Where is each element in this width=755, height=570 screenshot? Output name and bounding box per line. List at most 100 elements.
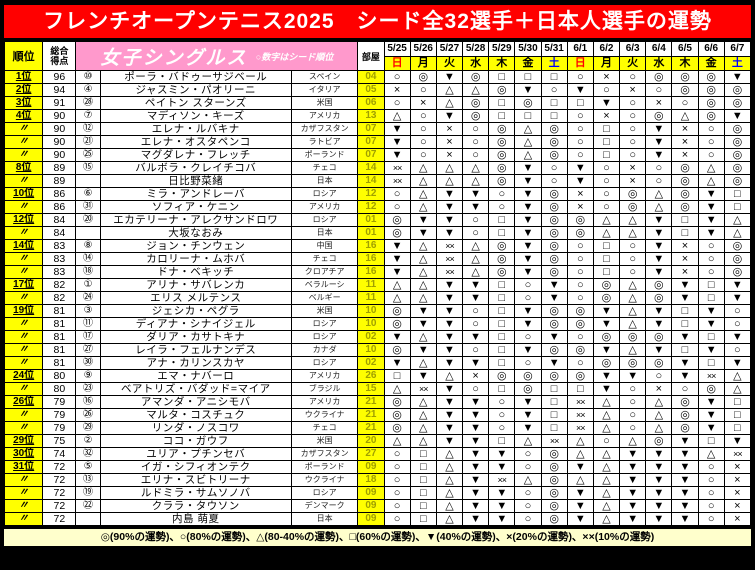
fortune-cell: △ [462, 174, 490, 188]
fortune-cell: ○ [514, 330, 542, 344]
country-cell: ロシア [290, 213, 359, 227]
fortune-cell: ▼ [619, 460, 647, 474]
fortune-cell: ○ [671, 382, 699, 396]
seed-number-cell: ㉘ [75, 96, 101, 110]
seed-number-cell: ⑪ [75, 317, 101, 331]
fortune-cell: × [671, 265, 699, 279]
fortune-cell: ◎ [540, 343, 568, 357]
seed-number-cell: ㉚ [75, 356, 101, 370]
fortune-cell: ○ [697, 512, 725, 526]
fortune-cell: ◎ [540, 369, 568, 383]
fortune-cell: ▼ [514, 317, 542, 331]
player-name: ポーラ・バドゥーサジベール [99, 70, 292, 84]
country-cell: イタリア [290, 83, 359, 97]
fortune-cell: ▼ [619, 369, 647, 383]
fortune-cell: ◎ [488, 83, 516, 97]
fortune-cell: ○ [566, 239, 594, 253]
rank-cell: 4位 [3, 109, 44, 123]
player-name: マルタ・コスチュク [99, 408, 292, 422]
fortune-cell: ○ [697, 265, 725, 279]
fortune-cell: ▼ [435, 200, 464, 214]
fortune-cell: △ [645, 187, 673, 201]
fortune-cell: ◎ [383, 304, 411, 318]
fortune-cell: △ [619, 304, 647, 318]
fortune-cell: △ [723, 213, 752, 227]
fortune-cell: × [671, 252, 699, 266]
fortune-cell: □ [488, 70, 516, 84]
fortune-cell: □ [409, 486, 437, 500]
fortune-cell: ◎ [540, 486, 568, 500]
day-header: 水 [462, 56, 490, 71]
fortune-cell: ○ [462, 382, 490, 396]
fortune-cell: ▼ [645, 252, 673, 266]
fortune-cell: □ [723, 187, 752, 201]
score-cell: 79 [42, 395, 77, 409]
room-number-cell: 09 [357, 486, 385, 500]
rank-cell: 〃 [3, 174, 44, 188]
fortune-cell: ○ [462, 213, 490, 227]
score-cell: 90 [42, 122, 77, 136]
fortune-cell: ▼ [697, 304, 725, 318]
fortune-cell: ▼ [540, 330, 568, 344]
rank-cell: 〃 [3, 226, 44, 240]
fortune-cell: ○ [697, 239, 725, 253]
room-number-cell: 09 [357, 460, 385, 474]
rank-cell: 〃 [3, 356, 44, 370]
fortune-cell: ○ [592, 83, 621, 97]
fortune-cell: □ [540, 408, 568, 422]
room-number-cell: 16 [357, 252, 385, 266]
fortune-cell: ×× [566, 408, 594, 422]
score-cell: 86 [42, 200, 77, 214]
fortune-cell: △ [435, 473, 464, 487]
country-cell: ウクライナ [290, 408, 359, 422]
fortune-cell: ▼ [488, 499, 516, 513]
legend-footer: ◎(90%の運勢)、○(80%の運勢)、△(80-40%の運勢)、□(60%の運… [4, 529, 751, 546]
fortune-cell: ○ [566, 330, 594, 344]
fortune-cell: △ [435, 83, 464, 97]
country-cell: クロアチア [290, 265, 359, 279]
rank-cell: 10位 [3, 187, 44, 201]
fortune-cell: △ [592, 408, 621, 422]
fortune-cell: △ [697, 161, 725, 175]
fortune-cell: ▼ [671, 278, 699, 292]
fortune-cell: ○ [619, 395, 647, 409]
day-header: 月 [592, 56, 621, 71]
country-cell: ロシア [290, 317, 359, 331]
room-number-cell: 09 [357, 512, 385, 526]
fortune-cell: ◎ [723, 148, 752, 162]
fortune-cell: ◎ [409, 70, 437, 84]
score-cell: 72 [42, 486, 77, 500]
fortune-cell: △ [619, 213, 647, 227]
fortune-cell: ◎ [488, 239, 516, 253]
fortune-cell: ▼ [383, 135, 411, 149]
rank-cell: 〃 [3, 200, 44, 214]
fortune-cell: ▼ [697, 317, 725, 331]
fortune-cell: △ [409, 239, 437, 253]
fortune-cell: ○ [540, 174, 568, 188]
fortune-cell: ▼ [697, 408, 725, 422]
fortune-cell: ▼ [671, 356, 699, 370]
fortune-cell: ◎ [645, 356, 673, 370]
fortune-cell: □ [383, 369, 411, 383]
fortune-cell: △ [619, 434, 647, 448]
fortune-cell: ▼ [697, 226, 725, 240]
room-number-cell: 15 [357, 382, 385, 396]
score-cell: 89 [42, 161, 77, 175]
day-header: 木 [488, 56, 516, 71]
seed-number-cell: ㉗ [75, 343, 101, 357]
fortune-cell: ◎ [619, 200, 647, 214]
fortune-cell: ▼ [383, 239, 411, 253]
fortune-cell: ○ [697, 135, 725, 149]
seed-number-cell: ㉕ [75, 148, 101, 162]
player-name: ココ・ガウフ [99, 434, 292, 448]
score-cell: 72 [42, 460, 77, 474]
score-cell: 90 [42, 135, 77, 149]
fortune-cell: ◎ [723, 265, 752, 279]
country-cell: チェコ [290, 252, 359, 266]
player-name: カロリーナ・ムホバ [99, 252, 292, 266]
seed-number-cell: ⑭ [75, 252, 101, 266]
page-title: フレンチオープンテニス2025 シード全32選手＋日本人選手の運勢 [4, 5, 751, 38]
fortune-cell: ▼ [383, 330, 411, 344]
fortune-cell: □ [488, 226, 516, 240]
